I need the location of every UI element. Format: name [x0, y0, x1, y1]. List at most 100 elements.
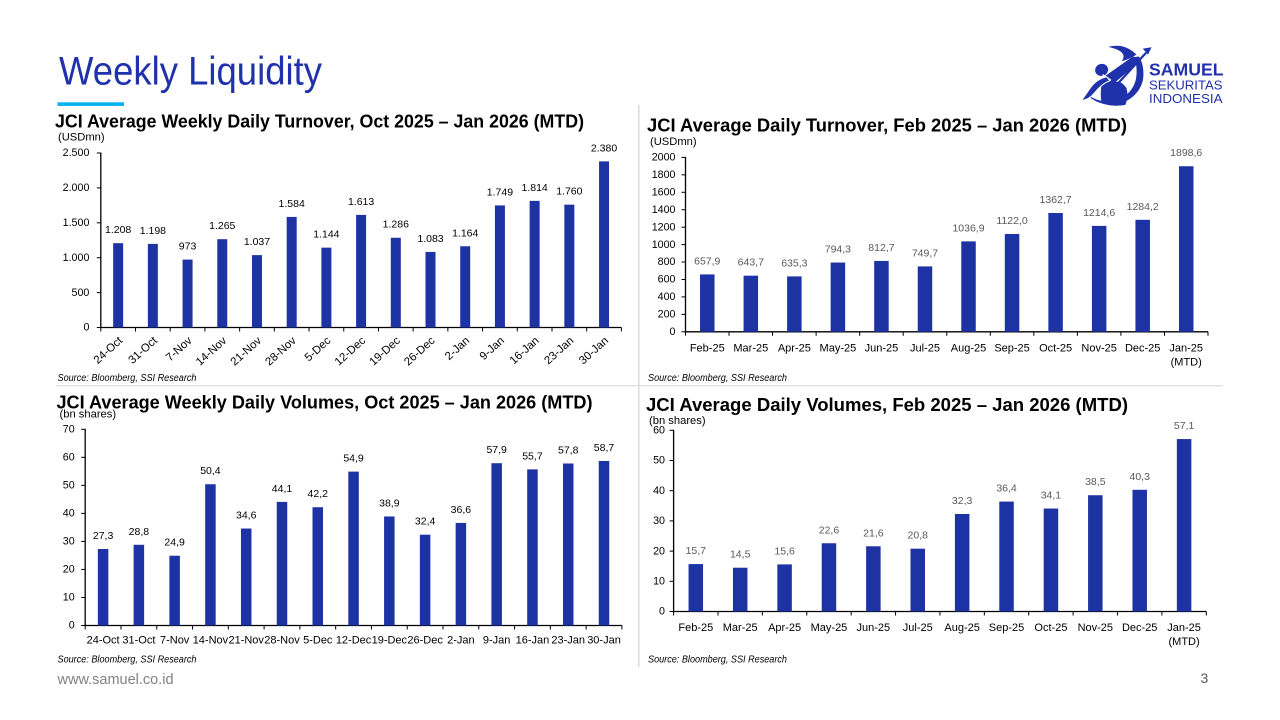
svg-text:1.144: 1.144 — [313, 229, 339, 241]
svg-text:635,3: 635,3 — [781, 257, 807, 269]
svg-text:24,9: 24,9 — [164, 537, 185, 549]
svg-text:Apr-25: Apr-25 — [778, 343, 811, 355]
svg-text:30-Jan: 30-Jan — [587, 635, 621, 647]
svg-text:57,9: 57,9 — [486, 444, 507, 456]
svg-text:1.164: 1.164 — [452, 227, 478, 239]
svg-text:32,4: 32,4 — [415, 516, 436, 528]
svg-text:38,9: 38,9 — [379, 497, 400, 509]
svg-text:Jun-25: Jun-25 — [865, 343, 899, 355]
svg-text:1036,9: 1036,9 — [952, 222, 984, 234]
svg-text:(MTD): (MTD) — [1169, 636, 1200, 648]
svg-text:31-Oct: 31-Oct — [126, 334, 160, 366]
svg-text:1898,6: 1898,6 — [1170, 147, 1202, 159]
svg-text:23-Jan: 23-Jan — [551, 635, 585, 647]
svg-text:973: 973 — [179, 241, 197, 253]
svg-text:15,6: 15,6 — [774, 545, 795, 557]
svg-text:794,3: 794,3 — [825, 244, 851, 256]
svg-text:Feb-25: Feb-25 — [690, 343, 725, 355]
svg-text:7-Nov: 7-Nov — [160, 635, 190, 647]
svg-text:7-Nov: 7-Nov — [164, 335, 195, 364]
svg-text:12-Dec: 12-Dec — [333, 335, 369, 369]
svg-text:800: 800 — [658, 256, 676, 268]
svg-text:600: 600 — [658, 274, 676, 286]
svg-text:Oct-25: Oct-25 — [1034, 622, 1067, 634]
svg-text:500: 500 — [72, 287, 90, 299]
svg-text:57,8: 57,8 — [558, 444, 579, 456]
svg-text:1400: 1400 — [652, 204, 676, 216]
svg-text:26-Dec: 26-Dec — [402, 335, 438, 369]
svg-text:14-Nov: 14-Nov — [193, 635, 229, 647]
svg-text:Nov-25: Nov-25 — [1078, 622, 1113, 634]
svg-text:23-Jan: 23-Jan — [542, 335, 576, 367]
svg-text:Source: Bloomberg, SSI Researc: Source: Bloomberg, SSI Research — [58, 654, 197, 665]
svg-text:657,9: 657,9 — [694, 255, 720, 267]
svg-text:19-Dec: 19-Dec — [372, 635, 408, 647]
svg-text:Source: Bloomberg, SSI Researc: Source: Bloomberg, SSI Research — [648, 373, 787, 384]
svg-text:44,1: 44,1 — [272, 483, 293, 495]
svg-text:15,7: 15,7 — [686, 545, 707, 557]
svg-text:5-Dec: 5-Dec — [303, 335, 334, 364]
svg-text:1214,6: 1214,6 — [1083, 207, 1115, 219]
svg-text:21-Nov: 21-Nov — [229, 335, 265, 369]
svg-text:400: 400 — [658, 291, 676, 303]
svg-text:Dec-25: Dec-25 — [1122, 622, 1157, 634]
svg-text:36,4: 36,4 — [996, 483, 1017, 495]
svg-text:1.760: 1.760 — [556, 186, 582, 198]
svg-text:Dec-25: Dec-25 — [1125, 343, 1160, 355]
svg-text:643,7: 643,7 — [738, 257, 764, 269]
svg-text:0: 0 — [659, 606, 665, 618]
svg-text:Oct-25: Oct-25 — [1039, 343, 1072, 355]
svg-text:0: 0 — [83, 322, 89, 334]
svg-text:14-Nov: 14-Nov — [194, 335, 230, 369]
svg-text:1.198: 1.198 — [140, 225, 166, 237]
svg-text:(bn shares): (bn shares) — [649, 415, 706, 427]
svg-text:1.814: 1.814 — [521, 182, 547, 194]
svg-text:30: 30 — [63, 536, 75, 548]
svg-text:22,6: 22,6 — [819, 524, 840, 536]
svg-text:5-Dec: 5-Dec — [303, 635, 333, 647]
svg-text:1.613: 1.613 — [348, 196, 374, 208]
svg-text:24-Oct: 24-Oct — [92, 334, 126, 366]
svg-text:(bn shares): (bn shares) — [60, 408, 117, 420]
svg-text:Nov-25: Nov-25 — [1081, 343, 1116, 355]
svg-text:50: 50 — [63, 480, 75, 492]
svg-text:2.380: 2.380 — [591, 142, 617, 154]
svg-text:1.286: 1.286 — [383, 219, 409, 231]
svg-text:1.208: 1.208 — [105, 224, 131, 236]
svg-text:28-Nov: 28-Nov — [263, 335, 299, 369]
svg-text:14,5: 14,5 — [730, 549, 751, 561]
svg-text:1.584: 1.584 — [279, 198, 305, 210]
svg-text:19-Dec: 19-Dec — [367, 335, 403, 369]
svg-text:May-25: May-25 — [820, 343, 857, 355]
svg-text:Jun-25: Jun-25 — [857, 622, 891, 634]
svg-text:1122,0: 1122,0 — [996, 215, 1027, 227]
svg-text:Apr-25: Apr-25 — [768, 622, 801, 634]
svg-text:JCI Average Weekly Daily Turno: JCI Average Weekly Daily Turnover, Oct 2… — [55, 111, 584, 132]
svg-text:21,6: 21,6 — [863, 527, 884, 539]
svg-text:57,1: 57,1 — [1174, 420, 1195, 432]
svg-text:1.749: 1.749 — [487, 186, 513, 198]
svg-text:JCI Average Daily Volumes, Feb: JCI Average Daily Volumes, Feb 2025 – Ja… — [646, 394, 1128, 415]
svg-text:28,8: 28,8 — [129, 526, 150, 538]
svg-text:812,7: 812,7 — [868, 242, 894, 254]
svg-text:Jul-25: Jul-25 — [903, 622, 933, 634]
svg-text:Feb-25: Feb-25 — [678, 622, 713, 634]
svg-text:1362,7: 1362,7 — [1040, 194, 1072, 206]
svg-text:54,9: 54,9 — [343, 453, 364, 465]
svg-text:Aug-25: Aug-25 — [951, 343, 986, 355]
svg-text:50: 50 — [653, 455, 665, 467]
svg-text:Jul-25: Jul-25 — [910, 343, 940, 355]
svg-text:28-Nov: 28-Nov — [264, 635, 300, 647]
svg-text:34,6: 34,6 — [236, 510, 257, 522]
svg-text:(MTD): (MTD) — [1171, 357, 1202, 369]
svg-text:Source: Bloomberg, SSI Researc: Source: Bloomberg, SSI Research — [648, 654, 787, 665]
svg-text:SAMUEL: SAMUEL — [1149, 60, 1224, 80]
svg-text:1.083: 1.083 — [417, 233, 443, 245]
svg-text:200: 200 — [658, 309, 676, 321]
svg-text:10: 10 — [63, 592, 75, 604]
svg-text:Mar-25: Mar-25 — [733, 343, 768, 355]
svg-text:Sep-25: Sep-25 — [994, 343, 1029, 355]
svg-text:32,3: 32,3 — [952, 495, 973, 507]
svg-text:Source: Bloomberg, SSI Researc: Source: Bloomberg, SSI Research — [58, 373, 197, 384]
svg-text:12-Dec: 12-Dec — [336, 635, 372, 647]
